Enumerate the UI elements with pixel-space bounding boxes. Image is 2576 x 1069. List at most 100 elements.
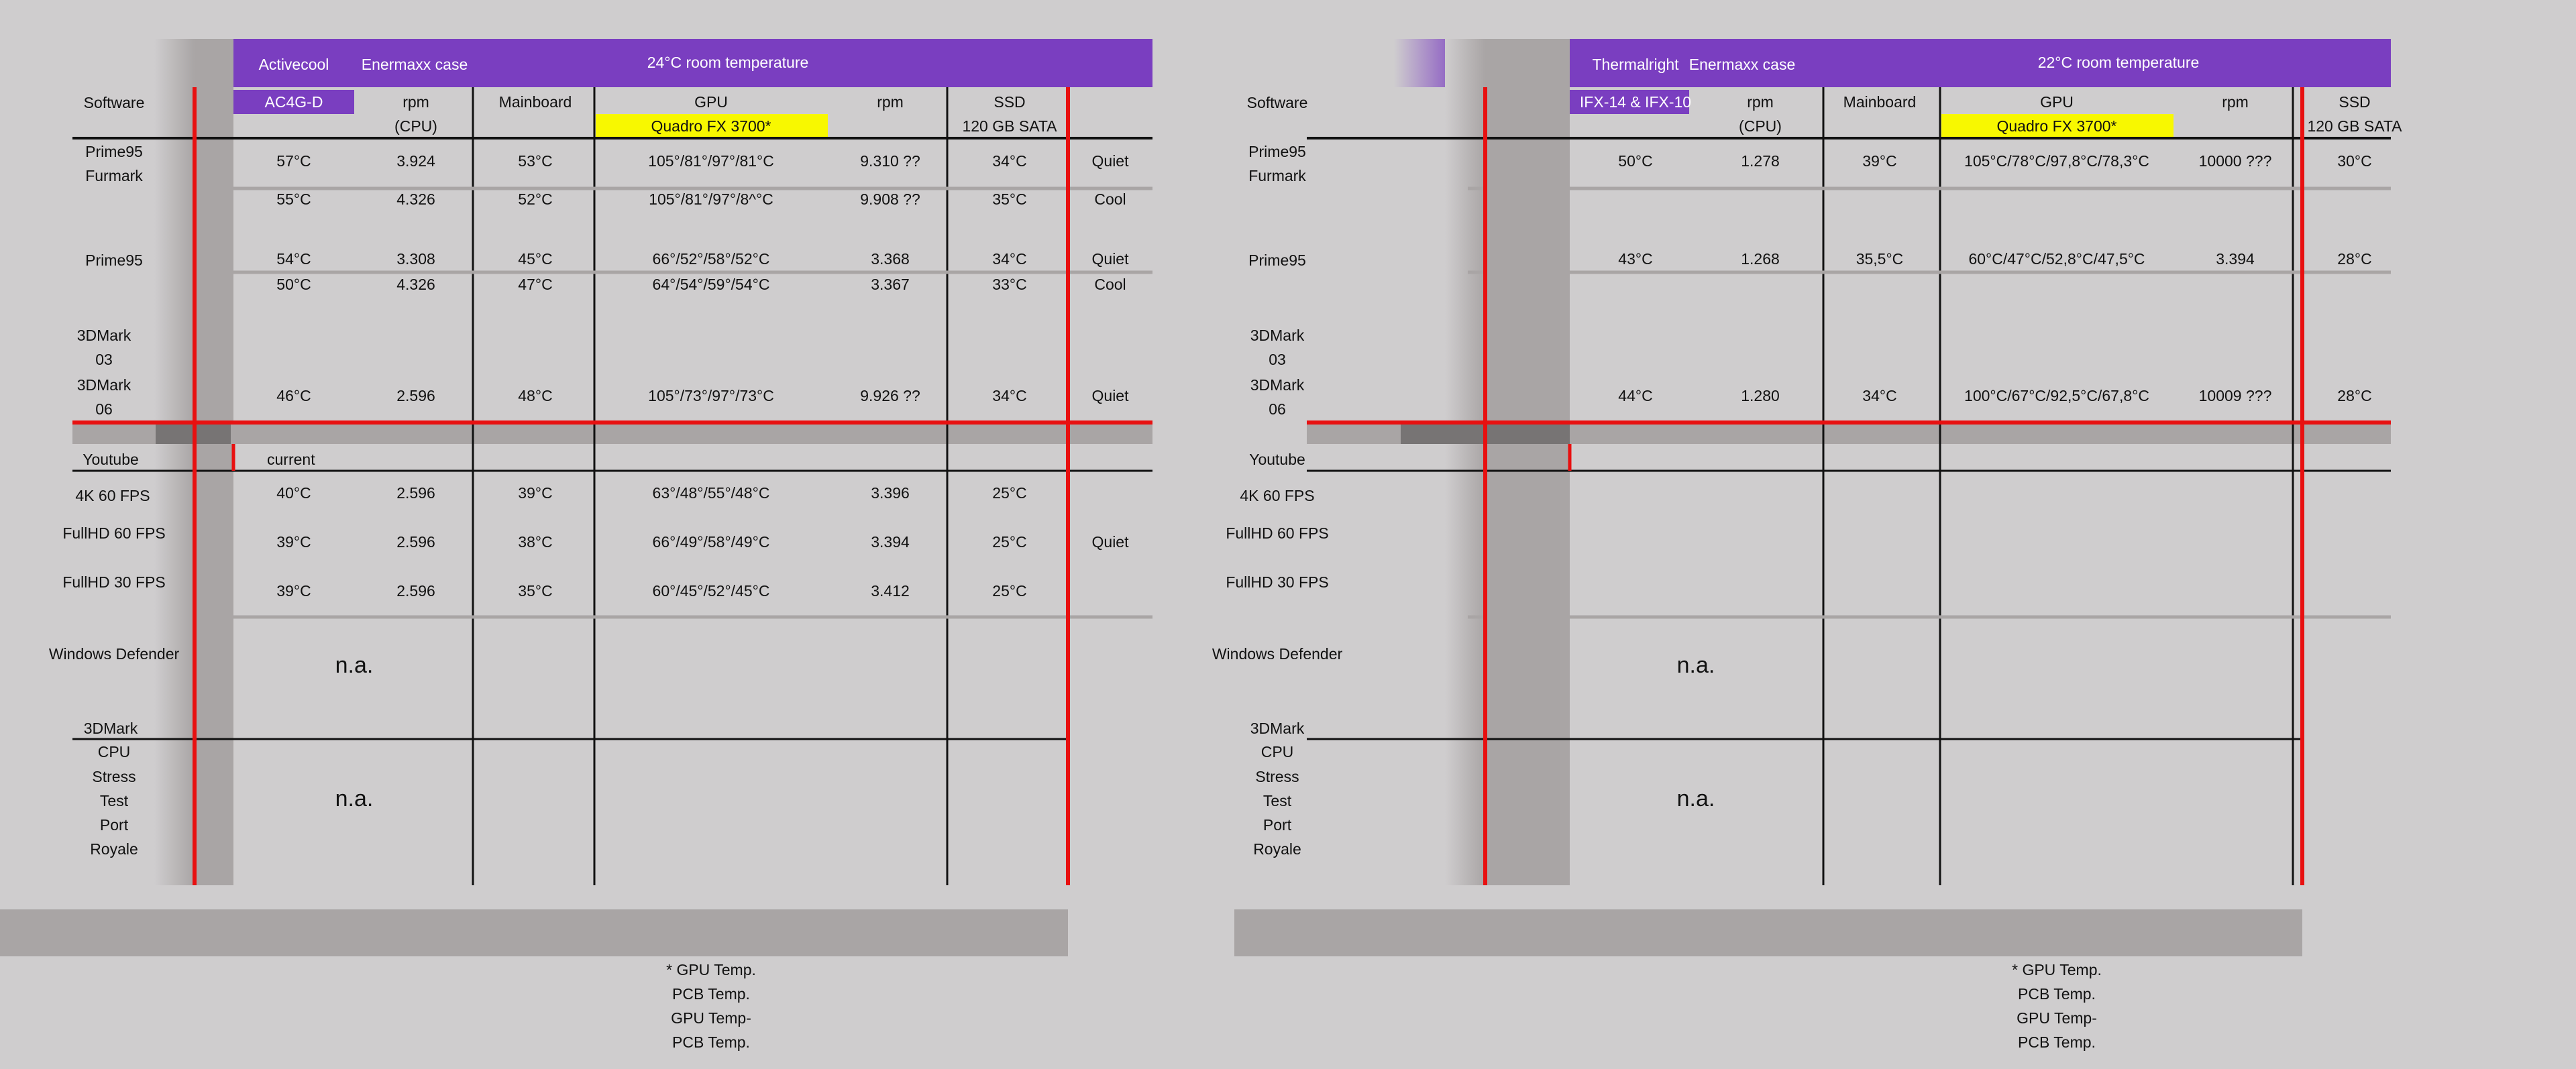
- col-rpm: rpm: [1747, 93, 1774, 111]
- col-rpm: rpm: [402, 93, 429, 111]
- cell-mb: 35,5°C: [1856, 250, 1904, 268]
- case-label: Enermaxx case: [1688, 56, 1796, 73]
- cell-gpu: 63°/48°/55°/48°C: [652, 484, 770, 502]
- model-cell: [233, 90, 354, 114]
- brand-label: Thermalright: [1592, 56, 1679, 73]
- sw-prime95: Prime95: [85, 143, 143, 160]
- cell-mode: Quiet: [1091, 250, 1129, 268]
- sw-3dmark06-a: 3DMark: [1250, 376, 1305, 394]
- sw-3dmark03-a: 3DMark: [76, 327, 131, 344]
- sw-windows-defender: Windows Defender: [1212, 645, 1343, 663]
- cell-mb: 45°C: [518, 250, 553, 268]
- cell-rpm: 2.596: [396, 484, 435, 502]
- room-temp-label: 24°C room temperature: [647, 54, 809, 71]
- col-software: Software: [1246, 94, 1308, 111]
- sw-furmark: Furmark: [1248, 167, 1306, 184]
- cell-rpm2: 9.908 ??: [860, 190, 920, 208]
- col-rpm2: rpm: [877, 93, 904, 111]
- sw-youtube: Youtube: [83, 451, 139, 468]
- sw-cpu: CPU: [1260, 743, 1294, 761]
- cell-cpu: 55°C: [276, 190, 311, 208]
- cell-mb: 34°C: [1862, 387, 1897, 404]
- cell-ssd: 34°C: [992, 152, 1027, 170]
- na-label: n.a.: [1676, 786, 1715, 811]
- cell-gpu: 66°/49°/58°/49°C: [652, 533, 770, 551]
- sw-furmark: Furmark: [85, 167, 143, 184]
- cell-rpm2: 10000 ???: [2198, 152, 2272, 170]
- sw-fhd30: FullHD 30 FPS: [1226, 573, 1329, 591]
- cell-ssd: 34°C: [992, 250, 1027, 268]
- col-ssd: SSD: [994, 93, 1026, 111]
- na-label: n.a.: [335, 653, 374, 678]
- cell-rpm: 2.596: [396, 533, 435, 551]
- cell-rpm2: 3.367: [871, 276, 910, 293]
- col-ssd-sub: 120 GB SATA: [962, 117, 1057, 135]
- brand-label: Activecool: [258, 56, 329, 73]
- cell-rpm: 3.924: [396, 152, 435, 170]
- cell-gpu: 60°/45°/52°/45°C: [652, 582, 770, 600]
- sw-stress: Stress: [1255, 768, 1299, 785]
- footnote-line: PCB Temp.: [2018, 985, 2096, 1003]
- sw-3dmark06-b: 06: [95, 400, 113, 418]
- sw-3dmark06-a: 3DMark: [76, 376, 131, 394]
- cell-mb: 39°C: [1862, 152, 1897, 170]
- footnote-line: GPU Temp-: [671, 1009, 751, 1027]
- col-mainboard: Mainboard: [1843, 93, 1917, 111]
- col-gpu-sub: Quadro FX 3700*: [651, 117, 771, 135]
- cell-cpu: 39°C: [276, 582, 311, 600]
- cell-mb: 39°C: [518, 484, 553, 502]
- cell-mode: Quiet: [1091, 152, 1129, 170]
- col-mainboard: Mainboard: [498, 93, 572, 111]
- cell-mode: Cool: [1094, 190, 1126, 208]
- cell-rpm: 4.326: [396, 276, 435, 293]
- band-fade: [1445, 39, 1485, 885]
- cell-rpm: 1.280: [1741, 387, 1780, 404]
- sw-port: Port: [99, 816, 129, 834]
- cell-gpu: 66°/52°/58°/52°C: [652, 250, 770, 268]
- sw-3dmark: 3DMark: [1250, 720, 1305, 737]
- sw-test: Test: [1263, 792, 1292, 809]
- sw-royale: Royale: [1253, 840, 1301, 858]
- separator-band: [72, 423, 1152, 444]
- col-rpm-sub: (CPU): [394, 117, 437, 135]
- sw-4k60: 4K 60 FPS: [1240, 487, 1315, 504]
- col-gpu: GPU: [694, 93, 728, 111]
- cell-cpu: 43°C: [1618, 250, 1653, 268]
- gpu-highlight-cell: [1941, 114, 2174, 137]
- cell-rpm2: 3.394: [2216, 250, 2255, 268]
- col-model: IFX-14 & IFX-10: [1579, 93, 1692, 111]
- cell-rpm2: 9.310 ??: [860, 152, 920, 170]
- sw-port: Port: [1263, 816, 1292, 834]
- cell-mb: 48°C: [518, 387, 553, 404]
- footnote-line: PCB Temp.: [672, 985, 750, 1003]
- cell-ssd: 25°C: [992, 533, 1027, 551]
- cell-gpu: 60°C/47°C/52,8°C/47,5°C: [1968, 250, 2145, 268]
- cell-ssd: 28°C: [2337, 250, 2372, 268]
- cell-mode: Cool: [1094, 276, 1126, 293]
- model-cell: [1570, 90, 1689, 114]
- cell-rpm: 1.278: [1741, 152, 1780, 170]
- sw-stress: Stress: [92, 768, 136, 785]
- band-fade: [154, 39, 195, 885]
- cell-cpu: 50°C: [1618, 152, 1653, 170]
- cell-rpm2: 10009 ???: [2198, 387, 2272, 404]
- sw-3dmark03-b: 03: [1269, 351, 1286, 368]
- cell-cpu: 40°C: [276, 484, 311, 502]
- sw-3dmark03-b: 03: [95, 351, 113, 368]
- sw-prime95-b: Prime95: [1248, 251, 1306, 269]
- col-software: Software: [83, 94, 145, 111]
- sw-3dmark: 3DMark: [83, 720, 138, 737]
- cell-cpu: 44°C: [1618, 387, 1653, 404]
- cell-rpm: 2.596: [396, 387, 435, 404]
- sw-royale: Royale: [90, 840, 138, 858]
- sw-4k60: 4K 60 FPS: [75, 487, 150, 504]
- room-temp-label: 22°C room temperature: [2037, 54, 2200, 71]
- cell-ssd: 33°C: [992, 276, 1027, 293]
- cell-ssd: 35°C: [992, 190, 1027, 208]
- cell-cpu: 50°C: [276, 276, 311, 293]
- sw-cpu: CPU: [97, 743, 131, 761]
- cell-ssd: 25°C: [992, 582, 1027, 600]
- cell-mb: 35°C: [518, 582, 553, 600]
- cell-rpm2: 3.396: [871, 484, 910, 502]
- col-gpu: GPU: [2040, 93, 2074, 111]
